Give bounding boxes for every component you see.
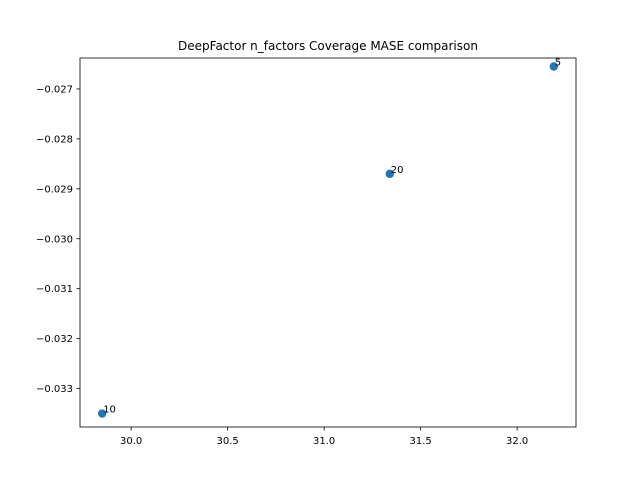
y-tick-label: −0.033 bbox=[36, 384, 73, 395]
x-tick-label: 31.5 bbox=[410, 436, 432, 447]
x-tick-label: 30.5 bbox=[217, 436, 239, 447]
y-tick-label: −0.027 bbox=[36, 84, 73, 95]
axes-frame bbox=[79, 57, 577, 428]
data-point bbox=[385, 169, 394, 179]
data-point bbox=[97, 409, 107, 418]
y-tick-label: −0.031 bbox=[36, 284, 73, 295]
y-tick-label: −0.028 bbox=[36, 134, 73, 145]
y-tick-label: −0.029 bbox=[36, 184, 73, 195]
y-tick-label: −0.032 bbox=[36, 334, 73, 345]
y-tick-label: −0.030 bbox=[36, 234, 73, 245]
data-point bbox=[549, 62, 559, 71]
point-label: 5 bbox=[555, 57, 561, 68]
point-label: 20 bbox=[391, 165, 404, 176]
chart-title: DeepFactor n_factors Coverage MASE compa… bbox=[178, 39, 478, 53]
plot-area: 30.0 30.5 31.0 31.5 32.0 −0.033 −0.032 −0.031 −0… bbox=[36, 57, 577, 447]
x-tick-label: 30.0 bbox=[120, 436, 142, 447]
x-tick-label: 32.0 bbox=[506, 436, 528, 447]
x-tick-label: 31.0 bbox=[313, 436, 335, 447]
point-label: 10 bbox=[103, 405, 116, 416]
